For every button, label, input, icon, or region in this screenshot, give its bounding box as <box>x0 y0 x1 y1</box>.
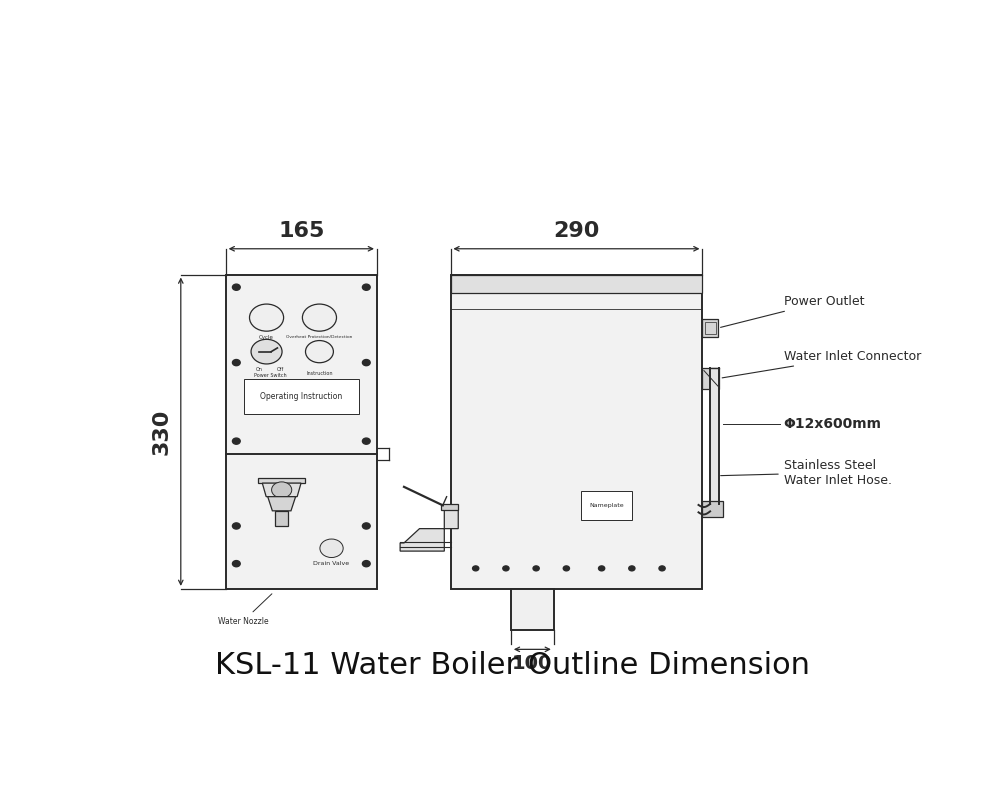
Circle shape <box>272 482 292 498</box>
Circle shape <box>251 339 282 364</box>
Circle shape <box>599 566 605 571</box>
Circle shape <box>362 284 370 290</box>
Bar <box>705 322 716 334</box>
Bar <box>511 589 554 630</box>
Circle shape <box>250 304 284 331</box>
Text: Overheat Protection/Detection: Overheat Protection/Detection <box>286 335 353 339</box>
Bar <box>581 491 632 520</box>
Bar <box>702 368 719 389</box>
Text: Power Outlet: Power Outlet <box>721 295 864 327</box>
Circle shape <box>362 359 370 366</box>
Circle shape <box>320 539 343 558</box>
Circle shape <box>232 359 240 366</box>
Bar <box>441 504 458 510</box>
Circle shape <box>232 438 240 444</box>
Polygon shape <box>400 510 458 551</box>
Text: 290: 290 <box>553 222 600 242</box>
Bar <box>702 319 718 337</box>
Circle shape <box>232 523 240 529</box>
Circle shape <box>563 566 569 571</box>
Circle shape <box>232 561 240 566</box>
Text: Stainless Steel
Water Inlet Hose.: Stainless Steel Water Inlet Hose. <box>721 458 892 486</box>
Text: Instruction: Instruction <box>306 371 333 376</box>
Text: Off: Off <box>277 367 284 372</box>
Bar <box>710 368 719 504</box>
Circle shape <box>302 304 336 331</box>
Text: Water Inlet Connector: Water Inlet Connector <box>722 350 921 378</box>
Circle shape <box>362 561 370 566</box>
Bar <box>450 274 702 589</box>
Circle shape <box>305 341 333 362</box>
Text: Power Switch: Power Switch <box>254 373 287 378</box>
Circle shape <box>629 566 635 571</box>
Polygon shape <box>268 497 296 511</box>
Text: Operating Instruction: Operating Instruction <box>260 392 342 401</box>
Text: On: On <box>255 367 262 372</box>
Circle shape <box>503 566 509 571</box>
Circle shape <box>362 438 370 444</box>
Bar <box>258 478 305 483</box>
Bar <box>226 274 377 589</box>
Bar <box>702 501 723 517</box>
Text: 100: 100 <box>512 654 553 674</box>
Text: Nameplate: Nameplate <box>589 503 624 508</box>
Text: Φ12x600mm: Φ12x600mm <box>784 417 882 431</box>
Circle shape <box>533 566 539 571</box>
Text: KSL-11 Water Boiler Outline Dimension: KSL-11 Water Boiler Outline Dimension <box>215 651 810 680</box>
Bar <box>450 274 702 294</box>
Text: Water Nozzle: Water Nozzle <box>218 594 272 626</box>
Circle shape <box>362 523 370 529</box>
Text: Drain Valve: Drain Valve <box>313 561 350 566</box>
Polygon shape <box>262 483 301 497</box>
Bar <box>275 511 288 526</box>
Circle shape <box>232 284 240 290</box>
Circle shape <box>659 566 665 571</box>
Circle shape <box>473 566 479 571</box>
Text: 165: 165 <box>278 222 324 242</box>
Bar <box>244 378 359 414</box>
Text: 330: 330 <box>152 409 172 455</box>
Text: Cycle: Cycle <box>259 335 274 341</box>
